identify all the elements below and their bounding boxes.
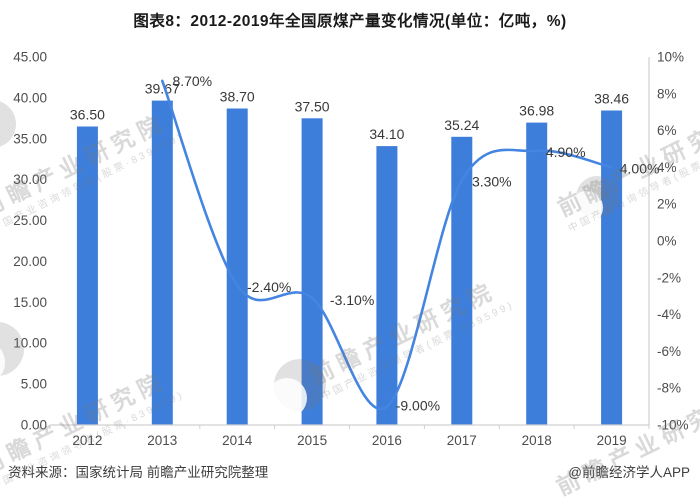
bar-value-label: 36.98	[519, 103, 554, 119]
bar-2016	[376, 146, 398, 425]
credit-note: @前瞻经济学人APP	[568, 465, 690, 480]
x-axis-label: 2015	[297, 433, 327, 448]
bar-value-label: 37.50	[295, 98, 330, 114]
left-axis-tick-label: 5.00	[21, 377, 47, 392]
x-axis-label: 2017	[447, 433, 477, 448]
line-value-label: 8.70%	[172, 73, 212, 89]
right-axis-tick-label: -2%	[657, 270, 681, 285]
x-axis-label: 2013	[147, 433, 177, 448]
left-axis-tick-label: 20.00	[13, 254, 47, 269]
right-axis-tick-label: 2%	[657, 197, 677, 212]
right-axis-tick-label: 10%	[657, 50, 684, 65]
bar-2018	[526, 122, 548, 425]
left-axis-tick-label: 30.00	[13, 172, 47, 187]
bar-2019	[601, 110, 623, 425]
line-value-label: 3.30%	[472, 173, 512, 189]
bar-2017	[451, 136, 473, 426]
bar-value-label: 38.46	[594, 91, 629, 107]
bar-2014	[226, 108, 248, 425]
left-axis-tick-label: 15.00	[13, 295, 47, 310]
bar-2013	[151, 100, 173, 425]
line-value-label: -3.10%	[330, 292, 374, 308]
line-value-label: -9.00%	[396, 398, 440, 414]
right-axis-tick-label: 0%	[657, 234, 677, 249]
left-axis-tick-label: 45.00	[13, 50, 47, 65]
bar-value-label: 34.10	[369, 126, 404, 142]
x-axis-label: 2014	[222, 433, 253, 448]
right-axis-tick-label: 8%	[657, 86, 677, 101]
left-axis-tick-label: 10.00	[13, 336, 47, 351]
right-axis-tick-label: -4%	[657, 307, 681, 322]
right-axis-tick-label: -6%	[657, 344, 681, 359]
x-axis-label: 2012	[72, 433, 102, 448]
line-value-label: -2.40%	[247, 279, 291, 295]
source-note: 资料来源：国家统计局 前瞻产业研究院整理	[8, 465, 269, 480]
bar-2012	[76, 126, 98, 425]
x-axis-label: 2018	[522, 433, 552, 448]
right-axis-tick-label: -10%	[657, 418, 689, 433]
x-axis-label: 2019	[597, 433, 627, 448]
bar-value-label: 35.24	[444, 117, 479, 133]
left-axis-tick-label: 0.00	[21, 418, 47, 433]
bar-value-label: 38.70	[220, 89, 255, 105]
left-axis-tick-label: 25.00	[13, 213, 47, 228]
x-axis-label: 2016	[372, 433, 402, 448]
right-axis-tick-label: 6%	[657, 123, 677, 138]
right-axis-tick-label: 4%	[657, 160, 677, 175]
line-value-label: 4.90%	[546, 144, 586, 160]
right-axis-tick-label: -8%	[657, 381, 681, 396]
bar-value-label: 36.50	[70, 107, 105, 123]
left-axis-tick-label: 40.00	[13, 90, 47, 105]
left-axis-tick-label: 35.00	[13, 131, 47, 146]
chart-title: 图表8：2012-2019年全国原煤产量变化情况(单位：亿吨，%)	[133, 13, 567, 30]
line-value-label: 4.00%	[620, 160, 660, 176]
growth-line	[161, 79, 613, 411]
bar-value-label: 39.67	[145, 81, 180, 97]
bar-2015	[301, 118, 323, 426]
